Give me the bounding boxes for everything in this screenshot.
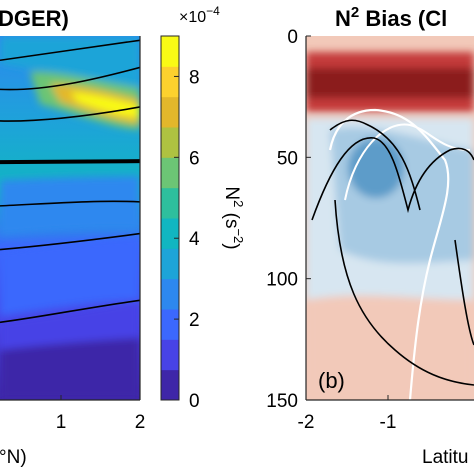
panel-b-x-tick-label: -2 [298, 412, 315, 433]
colorbar-ticks: 0 2 4 6 8 [174, 67, 200, 412]
colorbar-block [161, 187, 179, 219]
panel-a-contour [0, 232, 140, 251]
colorbar-block [161, 248, 179, 280]
colorbar-block [161, 218, 179, 249]
panel-b-x-tick-label: -1 [380, 412, 397, 433]
colorbar-multiplier: ×10−4 [179, 4, 220, 26]
panel-b-y-tick-label: 50 [277, 148, 298, 169]
panel-a-field [0, 36, 140, 400]
panel-a-contour [0, 39, 140, 62]
panel-a-contour [0, 66, 140, 91]
panel-b-field [306, 36, 474, 400]
colorbar-block [161, 369, 179, 401]
panel-b-y-tick-label: 0 [287, 27, 298, 48]
panel-a-contour [0, 106, 140, 122]
panel-b-contours [311, 108, 474, 400]
panel-b-title: N2 Bias (Cl [335, 4, 447, 31]
panel-b-x-axis: -2 -1 [298, 395, 397, 433]
panel-b-label: (b) [318, 368, 345, 393]
colorbar-frame [160, 35, 180, 401]
panel-a-title: DGER) [0, 6, 69, 31]
panel-a-x-tick-label: 1 [56, 412, 67, 433]
colorbar: 0 2 4 6 8 ×10−4 N2 (s−2) [160, 4, 246, 412]
colorbar-tick-label: 6 [189, 148, 200, 169]
panel-a-xlabel: °N) [0, 447, 27, 468]
panel-b-y-tick-label: 100 [266, 270, 298, 291]
colorbar-block [161, 278, 179, 310]
panel-b: 0 50 100 150 -2 -1 N2 Bias (Cl (b) Latitu [266, 4, 474, 468]
panel-b-y-tick-label: 150 [266, 391, 298, 412]
panel-a-x-tick-label: 2 [135, 412, 146, 433]
panel-a-contours [0, 39, 140, 324]
colorbar-block [161, 157, 179, 189]
colorbar-block [161, 96, 179, 128]
colorbar-block [161, 339, 179, 371]
panel-b-shading [306, 52, 474, 400]
colorbar-tick-label: 2 [189, 310, 200, 331]
colorbar-block [161, 309, 179, 340]
colorbar-blocks [161, 36, 179, 401]
colorbar-block [161, 36, 179, 67]
panel-a-shading [0, 36, 140, 400]
colorbar-label: N2 (s−2) [221, 186, 246, 249]
panel-b-y-axis: 0 50 100 150 [266, 27, 311, 412]
panel-a-contour [0, 299, 140, 324]
panel-a-contour [0, 200, 140, 207]
colorbar-tick-label: 8 [189, 67, 200, 88]
colorbar-tick-label: 4 [189, 229, 200, 250]
colorbar-block [161, 127, 179, 158]
colorbar-tick-label: 0 [189, 391, 200, 412]
colorbar-block [161, 66, 179, 98]
panel-a-thick-contour [0, 159, 140, 165]
panel-b-xlabel: Latitu [422, 447, 468, 468]
